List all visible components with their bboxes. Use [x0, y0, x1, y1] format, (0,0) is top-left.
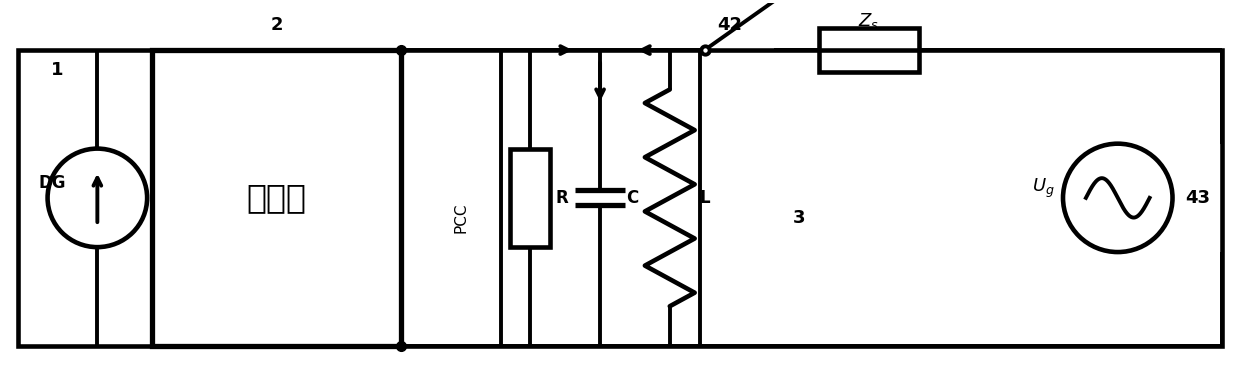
Bar	[153, 50, 401, 345]
Text: $Z_s$: $Z_s$	[858, 11, 879, 31]
Circle shape	[47, 149, 148, 247]
Bar	[17, 50, 1223, 345]
Text: $U_g$: $U_g$	[1032, 177, 1054, 200]
Text: 3: 3	[792, 209, 806, 226]
Text: 42: 42	[717, 16, 742, 34]
Text: DG: DG	[38, 174, 66, 192]
Text: 43: 43	[1185, 189, 1210, 207]
Text: 1: 1	[51, 61, 63, 79]
Text: C: C	[626, 189, 639, 207]
Circle shape	[1063, 144, 1173, 252]
Text: 2: 2	[270, 16, 283, 34]
Bar	[820, 28, 919, 72]
Text: L: L	[699, 189, 711, 207]
Text: R: R	[556, 189, 569, 207]
Text: PCC: PCC	[453, 202, 469, 233]
Bar	[511, 149, 551, 247]
Text: 逆变器: 逆变器	[247, 181, 306, 214]
